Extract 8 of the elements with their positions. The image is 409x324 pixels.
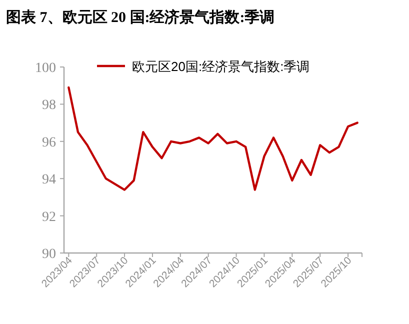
title: 图表 7、欧元区 20 国:经济景气指数:季调	[6, 10, 275, 26]
ytick: 94	[42, 172, 56, 188]
ytick: 90	[42, 247, 56, 262]
ytick: 96	[42, 135, 56, 150]
legend-label: 欧元区20国:经济景气指数:季调	[132, 59, 310, 74]
ytick: 98	[42, 98, 56, 114]
ytick: 100	[35, 61, 56, 76]
ytick: 92	[42, 210, 56, 225]
